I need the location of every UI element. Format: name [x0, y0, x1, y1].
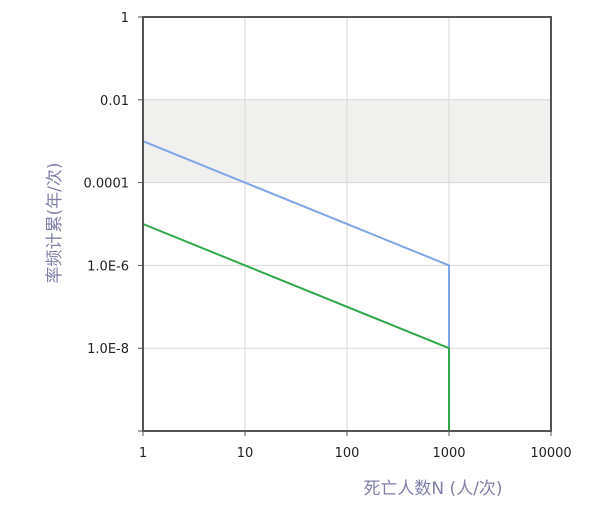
- x-tick-labels: 1 10 100 1000 10000: [139, 446, 572, 461]
- x-tick-label: 1: [139, 446, 147, 461]
- x-axis-title: 死亡人数N (人/次): [363, 479, 502, 499]
- y-tick-label: 0.0001: [84, 177, 130, 192]
- x-tick-label: 10: [237, 446, 254, 461]
- y-tick-label: 0.01: [100, 94, 129, 109]
- y-axis-title: 率频计累(年/次): [45, 163, 65, 284]
- x-tick-label: 1000: [432, 446, 465, 461]
- y-tick-label: 1: [121, 11, 129, 26]
- y-tick-labels: 1 0.01 0.0001 1.0E-6 1.0E-8: [84, 11, 130, 357]
- series-line-2: [142, 223, 450, 431]
- y-tick-label: 1.0E-6: [87, 259, 129, 274]
- x-tick-label: 100: [335, 446, 360, 461]
- series-layer: [142, 140, 450, 431]
- x-tick-label: 10000: [530, 446, 571, 461]
- plot-frame-layer: [138, 16, 552, 436]
- y-tick-label: 1.0E-8: [87, 342, 129, 357]
